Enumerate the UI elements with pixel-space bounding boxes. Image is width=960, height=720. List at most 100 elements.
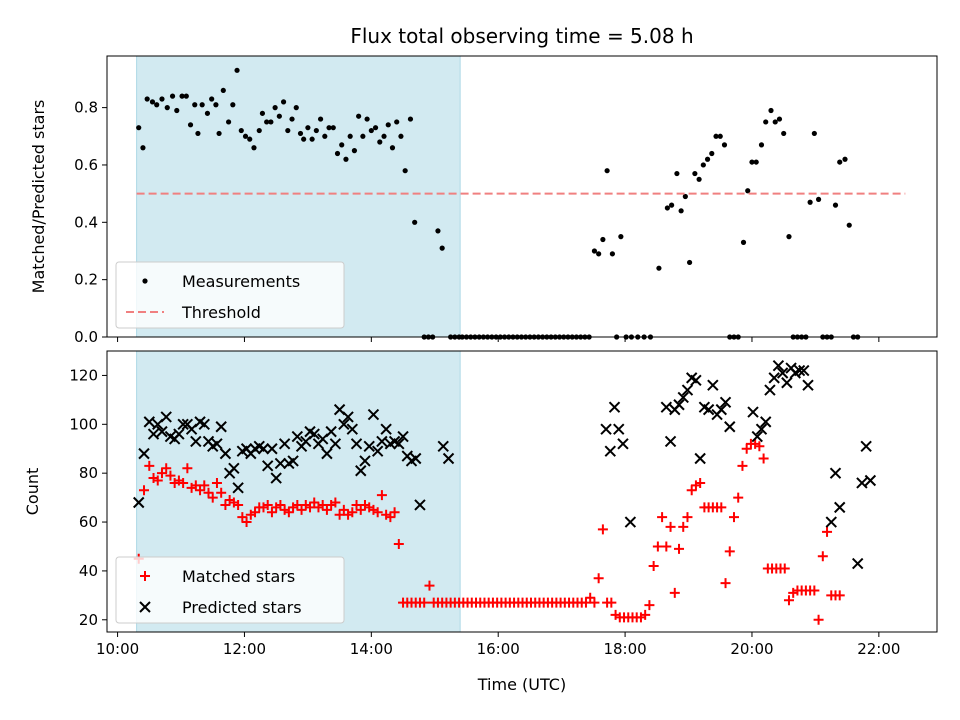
- predicted-star-point: [270, 472, 282, 484]
- predicted-star-point: [604, 445, 616, 457]
- measurement-point: [256, 127, 262, 134]
- predicted-star-point: [338, 418, 350, 431]
- measurement-point: [159, 96, 165, 102]
- chart-title: Flux total observing time = 5.08 h: [350, 24, 693, 48]
- measurement-point: [815, 196, 822, 202]
- measurement-point: [351, 148, 358, 154]
- matched-star-point: [165, 470, 176, 481]
- matched-star-point: [669, 587, 680, 598]
- predicted-star-point: [138, 447, 150, 460]
- bottom-data-marks: [133, 359, 877, 625]
- x-tick-label: 10:00: [96, 640, 139, 658]
- measurement-point: [811, 130, 817, 137]
- predicted-star-point: [660, 401, 673, 413]
- matched-star-point: [652, 541, 663, 552]
- measurement-point: [154, 102, 160, 108]
- measurement-point: [832, 202, 839, 208]
- matched-star-point: [207, 492, 218, 503]
- matched-star-point: [822, 526, 833, 537]
- legend-label: Predicted stars: [182, 598, 302, 617]
- measurement-point: [209, 96, 215, 102]
- predicted-star-point: [677, 391, 689, 404]
- legend-label: Threshold: [181, 303, 261, 322]
- bottom-y-axis-label: Count: [23, 468, 42, 516]
- measurement-point: [322, 133, 328, 139]
- measurement-point: [179, 93, 185, 99]
- predicted-star-point: [321, 447, 333, 460]
- predicted-star-point: [860, 440, 872, 453]
- x-tick-label: 18:00: [603, 640, 646, 658]
- measurement-point: [618, 234, 624, 240]
- predicted-star-point: [825, 516, 837, 528]
- measurement-point: [402, 168, 408, 174]
- measurement-point: [192, 102, 198, 108]
- measurement-point: [276, 113, 282, 119]
- matched-star-point: [424, 580, 435, 591]
- predicted-star-point: [143, 416, 156, 428]
- measurement-point: [272, 105, 278, 111]
- matched-star-point: [665, 521, 676, 532]
- legend-label: Measurements: [182, 272, 300, 291]
- measurement-point: [225, 119, 232, 125]
- measurement-point: [364, 116, 370, 122]
- y-tick-label: 0.0: [74, 328, 98, 346]
- matched-star-point: [241, 517, 252, 528]
- predicted-star-point: [173, 428, 185, 440]
- measurement-point: [293, 105, 299, 111]
- matched-star-point: [724, 546, 735, 557]
- measurement-point: [381, 133, 387, 139]
- predicted-star-point: [215, 421, 227, 433]
- matched-star-point: [674, 543, 685, 554]
- matched-star-point: [657, 512, 668, 523]
- measurement-point: [368, 127, 374, 134]
- measurement-point: [343, 156, 349, 162]
- measurement-point: [842, 156, 848, 162]
- measurement-point: [289, 116, 295, 122]
- matched-star-point: [597, 524, 608, 535]
- predicted-star-point: [617, 438, 629, 450]
- predicted-star-point: [274, 457, 287, 470]
- predicted-star-point: [291, 430, 304, 443]
- matched-star-point: [834, 590, 845, 601]
- bottom-plot-frame: [106, 350, 938, 633]
- predicted-star-point: [781, 377, 793, 389]
- legend-swatch-measurement: [142, 278, 148, 284]
- predicted-star-point: [198, 418, 210, 431]
- measurement-point: [356, 113, 362, 119]
- predicted-star-point: [219, 447, 232, 460]
- measurement-point: [195, 130, 201, 137]
- bottom-axis-ticks: 20 40 60 80 100 120 10:00 12:00 14:00 16:00 18:00 2…: [69, 366, 900, 658]
- measurement-point: [772, 119, 778, 125]
- measurement-point: [398, 133, 404, 139]
- matched-star-point: [211, 477, 222, 488]
- predicted-star-point: [608, 401, 621, 413]
- predicted-star-point: [410, 452, 422, 465]
- measurement-point: [305, 125, 311, 131]
- predicted-star-point: [802, 379, 814, 391]
- measurement-point: [339, 142, 345, 148]
- measurement-point: [669, 202, 675, 208]
- predicted-star-point: [133, 496, 145, 509]
- predicted-star-point: [346, 423, 359, 435]
- matched-star-point: [389, 507, 400, 518]
- measurement-point: [776, 116, 783, 122]
- predicted-star-point: [760, 416, 772, 428]
- matched-star-point: [330, 497, 341, 508]
- top-panel: 0.00.20.40.60.8 Matched/Predicted stars …: [29, 55, 938, 346]
- measurement-point: [309, 136, 315, 142]
- predicted-star-point: [355, 465, 367, 477]
- measurement-point: [713, 133, 719, 139]
- matched-star-point: [817, 551, 828, 562]
- predicted-star-point: [414, 499, 426, 511]
- measurement-point: [169, 93, 176, 99]
- measurement-point: [140, 145, 146, 151]
- predicted-star-point: [371, 445, 384, 457]
- y-tick-label: 0.4: [74, 213, 98, 231]
- matched-star-point: [758, 453, 769, 464]
- measurement-point: [301, 136, 307, 142]
- y-tick-label: 0.2: [74, 271, 98, 289]
- x-tick-label: 12:00: [223, 640, 266, 658]
- x-tick-label: 16:00: [477, 640, 520, 658]
- matched-star-point: [216, 487, 227, 498]
- y-tick-label: 60: [79, 513, 98, 531]
